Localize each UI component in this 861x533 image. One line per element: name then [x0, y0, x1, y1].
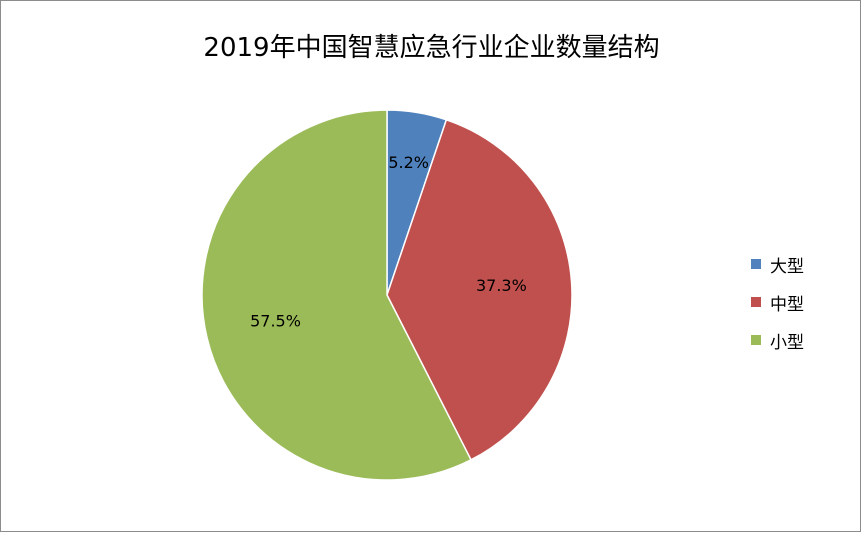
legend-label-medium: 中型 [770, 294, 804, 315]
data-label-small: 57.5% [250, 311, 301, 330]
pie-slice-small [201, 109, 472, 481]
legend-swatch-small [751, 335, 761, 345]
legend-item-small: 小型 [751, 321, 804, 359]
legend-item-medium: 中型 [751, 283, 804, 321]
legend-swatch-large [751, 259, 761, 269]
legend-swatch-medium [751, 297, 761, 307]
legend: 大型 中型 小型 [751, 245, 804, 359]
pie-slice-medium [386, 118, 573, 461]
chart-title: 2019年中国智慧应急行业企业数量结构 [203, 33, 660, 63]
data-label-large: 5.2% [388, 153, 429, 172]
legend-label-large: 大型 [770, 256, 804, 277]
data-label-medium: 37.3% [476, 276, 527, 295]
legend-item-large: 大型 [751, 245, 804, 283]
legend-label-small: 小型 [770, 332, 804, 353]
